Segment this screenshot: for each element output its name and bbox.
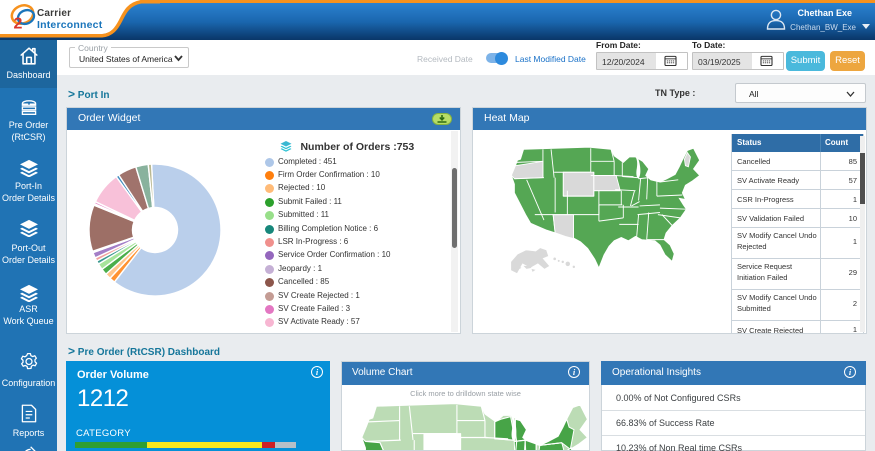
- svg-text:2: 2: [14, 16, 23, 33]
